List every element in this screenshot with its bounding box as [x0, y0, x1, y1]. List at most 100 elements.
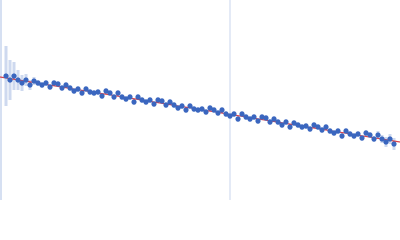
data-point — [83, 86, 89, 92]
data-point — [103, 88, 109, 94]
data-point — [223, 111, 229, 117]
data-point — [155, 97, 161, 103]
data-point — [355, 131, 361, 137]
data-point — [31, 78, 37, 84]
data-point — [383, 139, 389, 145]
data-point — [71, 88, 77, 94]
data-point — [179, 103, 185, 109]
data-point — [291, 120, 297, 126]
data-point — [75, 86, 81, 92]
data-point — [267, 119, 273, 125]
data-point — [171, 102, 177, 108]
data-point — [215, 110, 221, 116]
data-point — [99, 93, 105, 99]
data-point — [359, 135, 365, 141]
data-point — [367, 132, 373, 138]
data-point — [255, 118, 261, 124]
data-point — [139, 97, 145, 103]
data-point — [39, 82, 45, 88]
data-point — [127, 94, 133, 100]
data-point — [299, 124, 305, 130]
data-point — [287, 124, 293, 130]
data-point — [251, 114, 257, 120]
data-point — [95, 89, 101, 95]
data-point — [51, 80, 57, 86]
data-point — [391, 141, 397, 147]
data-point — [339, 133, 345, 139]
data-point — [219, 107, 225, 113]
data-point — [11, 73, 17, 79]
data-point — [151, 101, 157, 107]
data-point — [335, 128, 341, 134]
data-point — [239, 111, 245, 117]
data-point — [331, 130, 337, 136]
data-point — [211, 107, 217, 113]
data-point — [119, 94, 125, 100]
data-point — [15, 77, 21, 83]
data-point — [191, 106, 197, 112]
data-point — [35, 80, 41, 86]
data-point — [387, 136, 393, 142]
data-point — [187, 103, 193, 109]
data-point — [343, 128, 349, 134]
page: {"chart_data": {"type": "scatter", "xlim… — [0, 0, 400, 200]
data-point — [147, 97, 153, 103]
data-point — [87, 89, 93, 95]
data-point — [371, 136, 377, 142]
data-point — [175, 105, 181, 111]
data-point — [131, 99, 137, 105]
data-point — [375, 132, 381, 138]
data-point — [111, 94, 117, 100]
data-point — [247, 116, 253, 122]
data-point — [47, 84, 53, 90]
data-point — [123, 96, 129, 102]
data-point — [279, 122, 285, 128]
data-point — [203, 109, 209, 115]
data-point — [3, 73, 9, 79]
data-point — [347, 131, 353, 137]
data-point — [315, 124, 321, 130]
data-point — [115, 90, 121, 96]
data-point — [63, 82, 69, 88]
data-point — [323, 124, 329, 130]
data-point — [263, 115, 269, 121]
data-point — [327, 128, 333, 134]
data-point — [283, 119, 289, 125]
data-point — [227, 113, 233, 119]
data-point — [259, 114, 265, 120]
data-point — [59, 85, 65, 91]
data-point — [19, 80, 25, 86]
chart — [0, 0, 400, 200]
data-point — [7, 77, 13, 83]
data-point — [91, 90, 97, 96]
data-point — [199, 106, 205, 112]
data-point — [183, 107, 189, 113]
data-point — [379, 136, 385, 142]
data-point — [159, 98, 165, 104]
data-point — [79, 90, 85, 96]
data-point — [167, 99, 173, 105]
data-point — [307, 126, 313, 132]
data-point — [207, 105, 213, 111]
data-point — [231, 111, 237, 117]
data-point — [295, 122, 301, 128]
data-point — [311, 122, 317, 128]
data-point — [107, 90, 113, 96]
data-point — [235, 116, 241, 122]
data-point — [271, 116, 277, 122]
data-point — [55, 81, 61, 87]
data-point — [143, 99, 149, 105]
data-point — [27, 82, 33, 88]
data-point — [319, 127, 325, 133]
data-point — [351, 133, 357, 139]
data-point — [43, 80, 49, 86]
data-point — [243, 114, 249, 120]
data-point — [363, 130, 369, 136]
data-point — [163, 102, 169, 108]
data-point — [135, 94, 141, 100]
data-point — [23, 77, 29, 83]
data-point — [275, 119, 281, 125]
data-point — [195, 107, 201, 113]
data-point — [303, 123, 309, 129]
data-point — [67, 85, 73, 91]
